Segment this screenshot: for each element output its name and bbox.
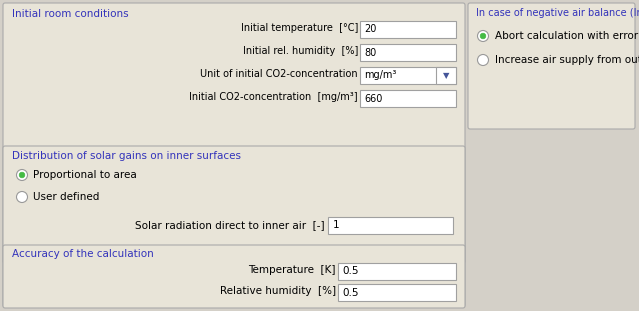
Circle shape [480,33,486,39]
Bar [328,217,453,234]
Text: Relative humidity  [%]: Relative humidity [%] [220,286,336,296]
Bar [360,44,456,61]
Text: 1: 1 [333,220,339,230]
Bar [436,67,456,84]
Circle shape [17,192,27,202]
Bar [360,90,456,107]
Text: ▼: ▼ [443,71,449,80]
Bar [360,21,456,38]
Text: Accuracy of the calculation: Accuracy of the calculation [12,249,154,259]
Bar [360,67,456,84]
Text: 20: 20 [364,25,376,35]
Text: Initial temperature  [°C]: Initial temperature [°C] [241,23,358,33]
Text: In case of negative air balance (Interzone ventilation, explicite): In case of negative air balance (Interzo… [476,8,639,18]
Text: Solar radiation direct to inner air  [-]: Solar radiation direct to inner air [-] [135,220,325,230]
Text: mg/m³: mg/m³ [364,71,396,81]
Text: 0.5: 0.5 [342,287,358,298]
Text: Initial room conditions: Initial room conditions [12,9,128,19]
Circle shape [477,30,488,41]
Text: Increase air supply from outer air: Increase air supply from outer air [495,55,639,65]
Text: Temperature  [K]: Temperature [K] [249,265,336,275]
FancyBboxPatch shape [468,3,635,129]
Bar [338,284,456,301]
FancyBboxPatch shape [3,146,465,263]
Text: 0.5: 0.5 [342,267,358,276]
Circle shape [19,172,25,178]
Text: User defined: User defined [33,192,100,202]
FancyBboxPatch shape [3,245,465,308]
Text: Initial CO2-concentration  [mg/m³]: Initial CO2-concentration [mg/m³] [189,92,358,102]
Bar [338,263,456,280]
Text: Distribution of solar gains on inner surfaces: Distribution of solar gains on inner sur… [12,151,241,161]
Text: Initial rel. humidity  [%]: Initial rel. humidity [%] [243,46,358,56]
Text: 660: 660 [364,94,382,104]
Circle shape [477,54,488,66]
FancyBboxPatch shape [3,3,465,307]
Text: Abort calculation with error: Abort calculation with error [495,31,638,41]
Text: Proportional to area: Proportional to area [33,170,137,180]
Text: Unit of initial CO2-concentration: Unit of initial CO2-concentration [201,69,358,79]
Text: 80: 80 [364,48,376,58]
Circle shape [17,169,27,180]
